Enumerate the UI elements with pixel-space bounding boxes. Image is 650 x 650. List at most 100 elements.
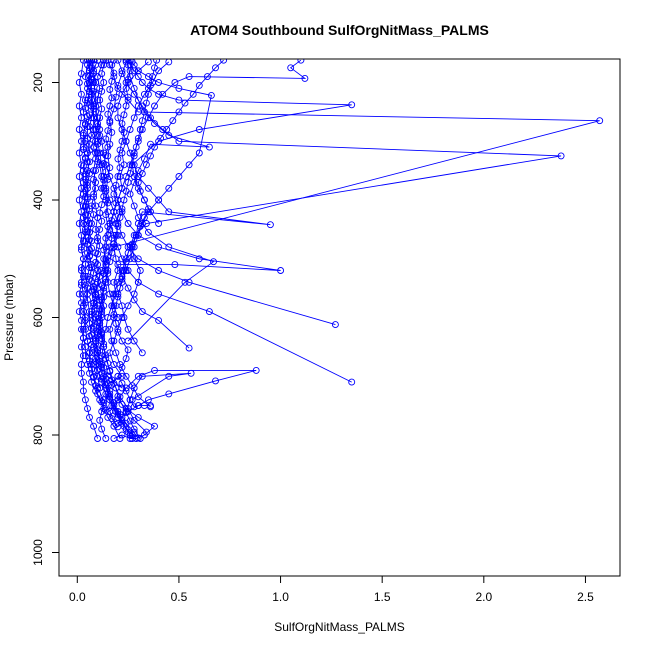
data-point <box>106 196 114 204</box>
data-point <box>75 173 83 180</box>
data-point <box>86 72 93 79</box>
data-point <box>128 240 136 248</box>
data-point <box>96 225 104 233</box>
data-point <box>130 403 138 411</box>
data-point <box>84 80 91 88</box>
data-point <box>79 308 87 316</box>
data-point <box>81 343 89 351</box>
data-point <box>149 73 156 81</box>
series-line <box>99 59 224 439</box>
data-point <box>112 302 120 310</box>
data-point <box>102 435 110 442</box>
data-point <box>90 269 98 277</box>
data-point <box>130 161 138 169</box>
data-point <box>98 87 106 95</box>
data-point <box>134 413 142 421</box>
data-point <box>88 277 95 285</box>
data-point <box>106 368 114 375</box>
data-point <box>77 299 85 307</box>
data-point <box>110 311 118 319</box>
data-point <box>124 267 132 274</box>
data-point <box>88 261 95 269</box>
data-point <box>126 417 134 425</box>
data-point <box>106 102 114 110</box>
data-point <box>155 90 163 98</box>
data-point <box>98 398 106 406</box>
data-point <box>126 170 134 178</box>
data-point <box>94 59 102 64</box>
data-point <box>106 390 114 398</box>
data-point <box>90 59 98 64</box>
data-point <box>114 231 122 239</box>
data-point <box>86 332 93 340</box>
data-point <box>81 396 89 404</box>
data-point <box>155 243 163 251</box>
data-point <box>144 184 152 192</box>
data-point <box>84 228 91 236</box>
data-point <box>81 316 89 324</box>
data-point <box>96 149 104 157</box>
data-point <box>79 129 87 137</box>
data-point <box>134 73 142 81</box>
data-point <box>112 231 120 239</box>
data-point <box>140 431 148 439</box>
data-point <box>110 208 118 216</box>
data-point <box>79 334 87 342</box>
data-point <box>79 290 87 298</box>
data-point <box>155 290 163 298</box>
data-point <box>75 126 83 133</box>
data-point <box>159 90 167 98</box>
data-point <box>118 67 126 75</box>
data-point <box>126 161 134 169</box>
data-point <box>116 164 124 172</box>
data-point <box>205 308 213 316</box>
y-tick-label: 400 <box>31 190 45 210</box>
data-point <box>155 79 163 86</box>
series-19 <box>96 59 228 442</box>
data-point <box>122 267 130 274</box>
series-line <box>109 61 170 408</box>
data-point <box>155 267 163 274</box>
data-point <box>81 281 89 289</box>
data-point <box>116 214 124 222</box>
data-point <box>122 355 130 363</box>
data-point <box>116 284 124 292</box>
data-point <box>130 425 138 433</box>
data-point <box>175 96 183 104</box>
data-point <box>100 160 108 168</box>
data-point <box>77 343 85 351</box>
data-point <box>140 155 148 163</box>
data-point <box>81 137 89 145</box>
y-tick-label: 1000 <box>31 539 45 566</box>
data-point <box>207 91 215 99</box>
data-point <box>81 193 89 201</box>
data-point <box>75 149 83 157</box>
data-point <box>75 290 83 298</box>
data-point <box>118 205 126 213</box>
x-tick-label: 0.5 <box>171 590 188 604</box>
data-point <box>144 228 152 236</box>
data-point <box>118 90 126 98</box>
data-point <box>81 121 89 129</box>
series-line <box>93 61 135 433</box>
data-point <box>100 343 108 351</box>
data-point <box>88 341 95 348</box>
data-point <box>77 70 85 78</box>
data-point <box>81 104 89 112</box>
data-point <box>88 244 95 252</box>
data-point <box>98 70 106 78</box>
data-point <box>79 378 87 386</box>
data-point <box>108 94 116 102</box>
data-point <box>171 261 179 269</box>
data-point <box>266 221 274 229</box>
data-point <box>130 296 138 304</box>
data-point <box>118 137 126 145</box>
data-point <box>124 249 132 257</box>
data-point <box>104 143 112 151</box>
data-point <box>151 422 158 430</box>
data-point <box>112 181 120 189</box>
data-point <box>114 372 122 380</box>
data-point <box>147 81 154 89</box>
x-axis: 0.0 0.5 1.0 1.5 2.0 2.5 <box>69 575 594 604</box>
